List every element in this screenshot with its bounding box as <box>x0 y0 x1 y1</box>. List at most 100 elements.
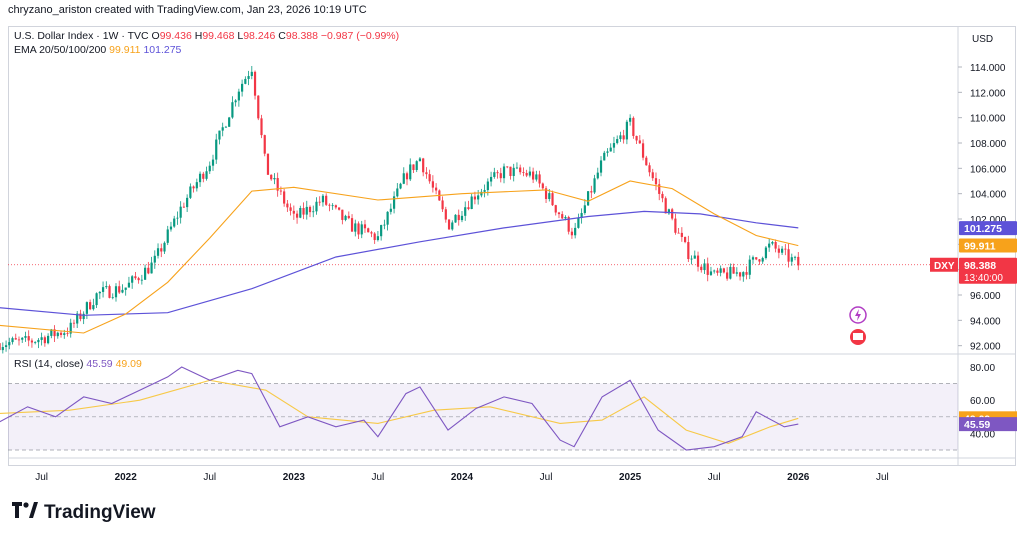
candle-body <box>192 186 195 189</box>
candle-body <box>502 166 506 179</box>
candle-body <box>108 286 111 298</box>
price-tick-label: 102.000 <box>970 215 1007 226</box>
candle-body <box>150 262 153 274</box>
rsi-ma-value: 49.09 <box>115 358 142 370</box>
candle-body <box>357 223 360 235</box>
tradingview-logo-icon <box>12 502 38 524</box>
candle-body <box>541 183 544 189</box>
candle-body <box>260 118 263 136</box>
candle-body <box>8 342 11 346</box>
candle-body <box>179 206 182 218</box>
candle-body <box>295 213 299 218</box>
candle-body <box>363 224 367 229</box>
candle-body <box>338 207 341 210</box>
open-value: 99.436 <box>159 30 192 42</box>
candle-body <box>279 190 283 192</box>
candle-body <box>645 157 648 166</box>
candle-body <box>480 191 483 196</box>
candle-body <box>98 291 101 294</box>
candle-body <box>658 184 661 194</box>
symbol-title: U.S. Dollar Index · 1W · TVC <box>14 30 149 42</box>
candle-body <box>664 198 667 214</box>
candle-body <box>677 232 680 234</box>
candle-body <box>599 160 603 173</box>
candle-body <box>519 167 522 173</box>
candle-body <box>147 267 150 274</box>
candle-body <box>289 207 292 211</box>
candle-body <box>189 186 192 198</box>
candle-body <box>140 279 143 281</box>
candle-body <box>703 263 706 271</box>
candle-body <box>496 172 499 174</box>
price-marker-badge <box>959 221 1017 236</box>
candle-body <box>156 248 160 256</box>
rsi-tick-label: 40.00 <box>970 429 995 440</box>
candle-body <box>522 172 525 173</box>
candle-body <box>79 313 82 320</box>
candle-body <box>415 161 418 171</box>
time-tick-label: 2025 <box>619 472 642 483</box>
flag-icon <box>853 333 863 340</box>
candle-body <box>713 270 716 272</box>
candle-body <box>709 271 713 275</box>
candle-body <box>63 333 66 335</box>
candle-body <box>263 135 266 154</box>
candle-body <box>412 164 415 171</box>
candle-body <box>166 229 169 243</box>
candle-body <box>325 195 328 205</box>
candle-body <box>186 197 189 208</box>
candle-body <box>270 174 273 180</box>
candle-body <box>467 207 470 209</box>
candle-body <box>211 159 215 166</box>
candle-body <box>21 337 24 340</box>
candle-body <box>473 196 477 200</box>
candle-body <box>224 126 228 128</box>
candle-body <box>441 200 444 210</box>
candle-body <box>218 130 221 140</box>
candle-body <box>131 276 134 283</box>
candle-body <box>451 222 454 230</box>
candle-body <box>751 257 755 260</box>
candle-body <box>583 205 586 214</box>
candle-body <box>0 343 1 351</box>
candle-body <box>27 336 30 341</box>
candle-body <box>92 305 95 310</box>
candle-body <box>793 256 797 258</box>
candle-body <box>43 337 46 344</box>
candle-body <box>732 266 735 274</box>
rsi-label: RSI (14, close) <box>14 358 84 370</box>
price-tick-label: 114.000 <box>970 63 1006 74</box>
rsi-ma-line <box>0 379 799 444</box>
candle-body <box>693 255 696 259</box>
price-tick-label: 104.000 <box>970 190 1007 201</box>
candle-body <box>30 340 34 343</box>
rsi-tick-label: 60.00 <box>970 396 995 407</box>
candle-body <box>341 209 344 220</box>
candle-body <box>208 165 211 172</box>
candle-body <box>460 215 464 221</box>
candle-body <box>654 178 658 185</box>
candle-body <box>768 243 771 248</box>
candle-body <box>561 214 564 219</box>
candle-body <box>160 248 163 252</box>
candle-body <box>69 322 72 334</box>
candle-body <box>758 259 761 262</box>
tradingview-logo: TradingView <box>12 502 156 524</box>
candle-body <box>726 272 729 279</box>
candles <box>0 65 800 354</box>
candle-body <box>625 121 628 140</box>
low-value: 98.246 <box>243 30 276 42</box>
candle-body <box>616 139 619 144</box>
candle-body <box>428 174 431 182</box>
candle-body <box>544 188 548 199</box>
candle-body <box>250 71 253 77</box>
candle-body <box>577 217 580 228</box>
candle-body <box>761 258 764 262</box>
candle-body <box>354 223 357 232</box>
candle-body <box>454 214 457 223</box>
candle-body <box>308 206 312 213</box>
candle-body <box>134 276 137 279</box>
candle-body <box>671 209 674 219</box>
rsi-value: 45.59 <box>86 358 113 370</box>
